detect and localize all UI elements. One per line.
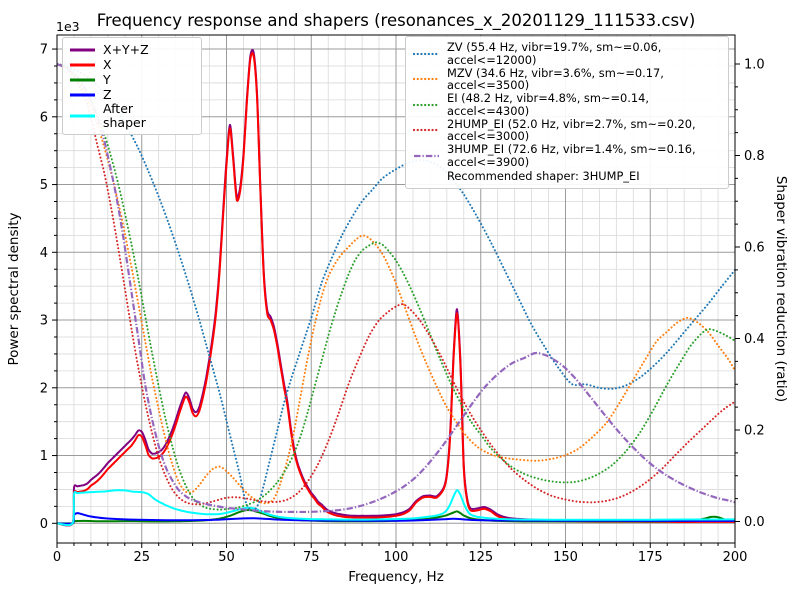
svg-text:150: 150 — [553, 550, 578, 565]
y-axis-label-right: Shaper vibration reduction (ratio) — [773, 176, 789, 402]
y-axis-label-left: Power spectral density — [6, 212, 22, 365]
legend-label: 2HUMP_EI (52.0 Hz, vibr=2.7%, sm~=0.20, … — [447, 116, 696, 144]
legend-item-2hump-ei: 2HUMP_EI (52.0 Hz, vibr=2.7%, sm~=0.20, … — [413, 116, 721, 144]
svg-text:50: 50 — [218, 550, 235, 565]
svg-text:0.8: 0.8 — [744, 149, 765, 164]
legend-label: X+Y+Z — [103, 41, 149, 57]
legend-item-zv: ZV (55.4 Hz, vibr=19.7%, sm~=0.06, accel… — [413, 41, 721, 67]
data-series — [57, 48, 735, 527]
svg-text:6: 6 — [40, 110, 48, 125]
series-shaper-3hump-ei — [57, 62, 735, 514]
svg-text:0.4: 0.4 — [744, 332, 765, 347]
svg-text:4: 4 — [40, 246, 48, 261]
legend-label: MZV (34.6 Hz, vibr=3.6%, sm~=0.17, accel… — [447, 65, 664, 93]
svg-text:200: 200 — [723, 550, 748, 565]
legend-label: After shaper — [103, 101, 146, 130]
line-sample-y — [69, 75, 96, 85]
line-sample-3hump-ei — [413, 151, 440, 161]
legend-label: 3HUMP_EI (72.6 Hz, vibr=1.4%, sm~=0.16, … — [447, 142, 696, 169]
svg-text:5: 5 — [40, 178, 48, 193]
x-axis-label: Frequency, Hz — [348, 569, 444, 585]
line-sample-z — [69, 90, 96, 100]
svg-text:175: 175 — [638, 550, 663, 565]
svg-text:7: 7 — [40, 43, 48, 58]
series-shaper-zv — [57, 63, 735, 512]
legend-label: Y — [103, 71, 111, 87]
svg-text:2: 2 — [40, 381, 48, 396]
svg-text:0.2: 0.2 — [744, 424, 765, 439]
series-psd-z — [57, 512, 735, 525]
svg-text:125: 125 — [468, 550, 493, 565]
line-sample-sum — [69, 45, 96, 55]
svg-text:0.0: 0.0 — [744, 515, 765, 530]
svg-text:3: 3 — [40, 314, 48, 329]
series-psd-x — [57, 52, 735, 527]
chart-title: Frequency response and shapers (resonanc… — [96, 11, 696, 30]
line-sample-ei — [413, 100, 440, 110]
svg-text:75: 75 — [303, 550, 320, 565]
line-sample-mzv — [413, 74, 440, 84]
legend-item-3hump-ei: 3HUMP_EI (72.6 Hz, vibr=1.4%, sm~=0.16, … — [413, 143, 721, 169]
line-sample-zv — [413, 49, 440, 59]
svg-text:1: 1 — [40, 449, 48, 464]
legend-label: EI (48.2 Hz, vibr=4.8%, sm~=0.14, accel<… — [447, 91, 650, 118]
legend-item-after-shaper: After shaper — [69, 102, 195, 130]
legend-item-mzv: MZV (34.6 Hz, vibr=3.6%, sm~=0.17, accel… — [413, 65, 721, 93]
svg-text:1.0: 1.0 — [744, 58, 765, 73]
svg-text:0: 0 — [53, 550, 61, 565]
legend-item-sum: X+Y+Z — [69, 42, 195, 57]
svg-text:0.6: 0.6 — [744, 241, 765, 256]
legend-label: Z — [103, 86, 112, 102]
legend-item-x: X — [69, 57, 195, 72]
recommended-shaper-note: Recommended shaper: 3HUMP_EI — [447, 168, 640, 183]
line-sample-after-shaper — [69, 111, 96, 121]
legend-item-y: Y — [69, 72, 195, 87]
legend-label: X — [103, 56, 112, 72]
y-axis-offset-text: 1e3 — [56, 19, 80, 34]
line-sample-x — [69, 60, 96, 70]
axes-ticks: 0 25 50 75 100 125 150 175 200 0 1 2 3 4 5 6 7 0.0 0.2 0.4 0… — [40, 34, 765, 565]
line-sample-2hump-ei — [413, 125, 440, 135]
legend-label: ZV (55.4 Hz, vibr=19.7%, sm~=0.06, accel… — [447, 40, 662, 67]
series-shaper-2hump-ei — [57, 63, 735, 506]
legend-item-recommended: Recommended shaper: 3HUMP_EI — [413, 169, 721, 184]
series-psd-after-shaper — [57, 489, 735, 527]
legend-item-z: Z — [69, 87, 195, 102]
series-shaper-ei — [57, 63, 735, 511]
legend-right: ZV (55.4 Hz, vibr=19.7%, sm~=0.06, accel… — [405, 36, 729, 189]
legend-left: X+Y+Z X Y Z After shaper — [62, 37, 202, 135]
legend-item-ei: EI (48.2 Hz, vibr=4.8%, sm~=0.14, accel<… — [413, 92, 721, 118]
svg-text:0: 0 — [40, 517, 48, 532]
svg-text:100: 100 — [384, 550, 409, 565]
svg-text:25: 25 — [133, 550, 150, 565]
series-shaper-mzv — [57, 63, 735, 505]
